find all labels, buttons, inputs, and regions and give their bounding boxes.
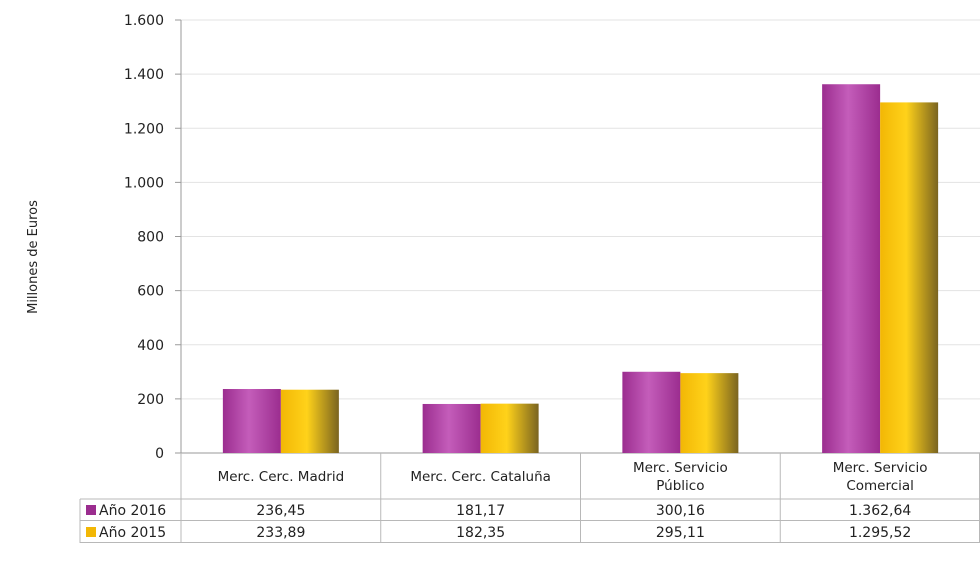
legend-label: Año 2015 xyxy=(99,525,166,541)
bar-2016-cat-3 xyxy=(622,371,681,453)
y-axis-title: Millones de Euros xyxy=(26,200,41,314)
x-category-label: Merc. Servicio xyxy=(633,460,728,476)
legend-swatch-2016 xyxy=(86,505,96,515)
data-value-label: 300,16 xyxy=(656,503,705,519)
bar-2016-cat-4 xyxy=(822,84,881,454)
bar-2015-cat-2 xyxy=(480,403,539,453)
bar-2015-cat-4 xyxy=(880,102,939,453)
x-category-label: Público xyxy=(656,478,704,494)
data-value-label: 1.295,52 xyxy=(849,525,911,541)
data-value-label: 182,35 xyxy=(456,525,505,541)
y-tick-label: 0 xyxy=(155,446,164,462)
x-category-label: Merc. Cerc. Cataluña xyxy=(410,469,551,485)
bar-2016-cat-1 xyxy=(222,389,281,453)
y-tick-label: 200 xyxy=(137,392,164,408)
gridlines xyxy=(181,19,980,400)
bars xyxy=(222,84,939,454)
data-value-label: 236,45 xyxy=(256,503,305,519)
x-category-label: Comercial xyxy=(846,478,914,494)
data-value-label: 181,17 xyxy=(456,503,505,519)
x-category-label: Merc. Servicio xyxy=(833,460,928,476)
y-tick-label: 1.400 xyxy=(124,67,164,83)
y-tick-label: 1.000 xyxy=(124,175,164,191)
bar-2016-cat-2 xyxy=(422,403,481,453)
legend-swatch-2015 xyxy=(86,527,96,537)
y-tick-label: 600 xyxy=(137,284,164,300)
bar-2015-cat-3 xyxy=(680,373,739,453)
x-category-label: Merc. Cerc. Madrid xyxy=(218,469,345,485)
data-value-label: 295,11 xyxy=(656,525,705,541)
data-value-label: 1.362,64 xyxy=(849,503,911,519)
legend-label: Año 2016 xyxy=(99,503,166,519)
y-tick-label: 800 xyxy=(137,230,164,246)
data-table: Merc. Cerc. Madrid Merc. Cerc. Cataluña Me… xyxy=(79,453,980,543)
data-value-label: 233,89 xyxy=(256,525,305,541)
y-tick-label: 1.200 xyxy=(124,121,164,137)
bar-2015-cat-1 xyxy=(280,389,339,453)
y-tick-label: 400 xyxy=(137,338,164,354)
y-tick-label: 1.600 xyxy=(124,13,164,29)
